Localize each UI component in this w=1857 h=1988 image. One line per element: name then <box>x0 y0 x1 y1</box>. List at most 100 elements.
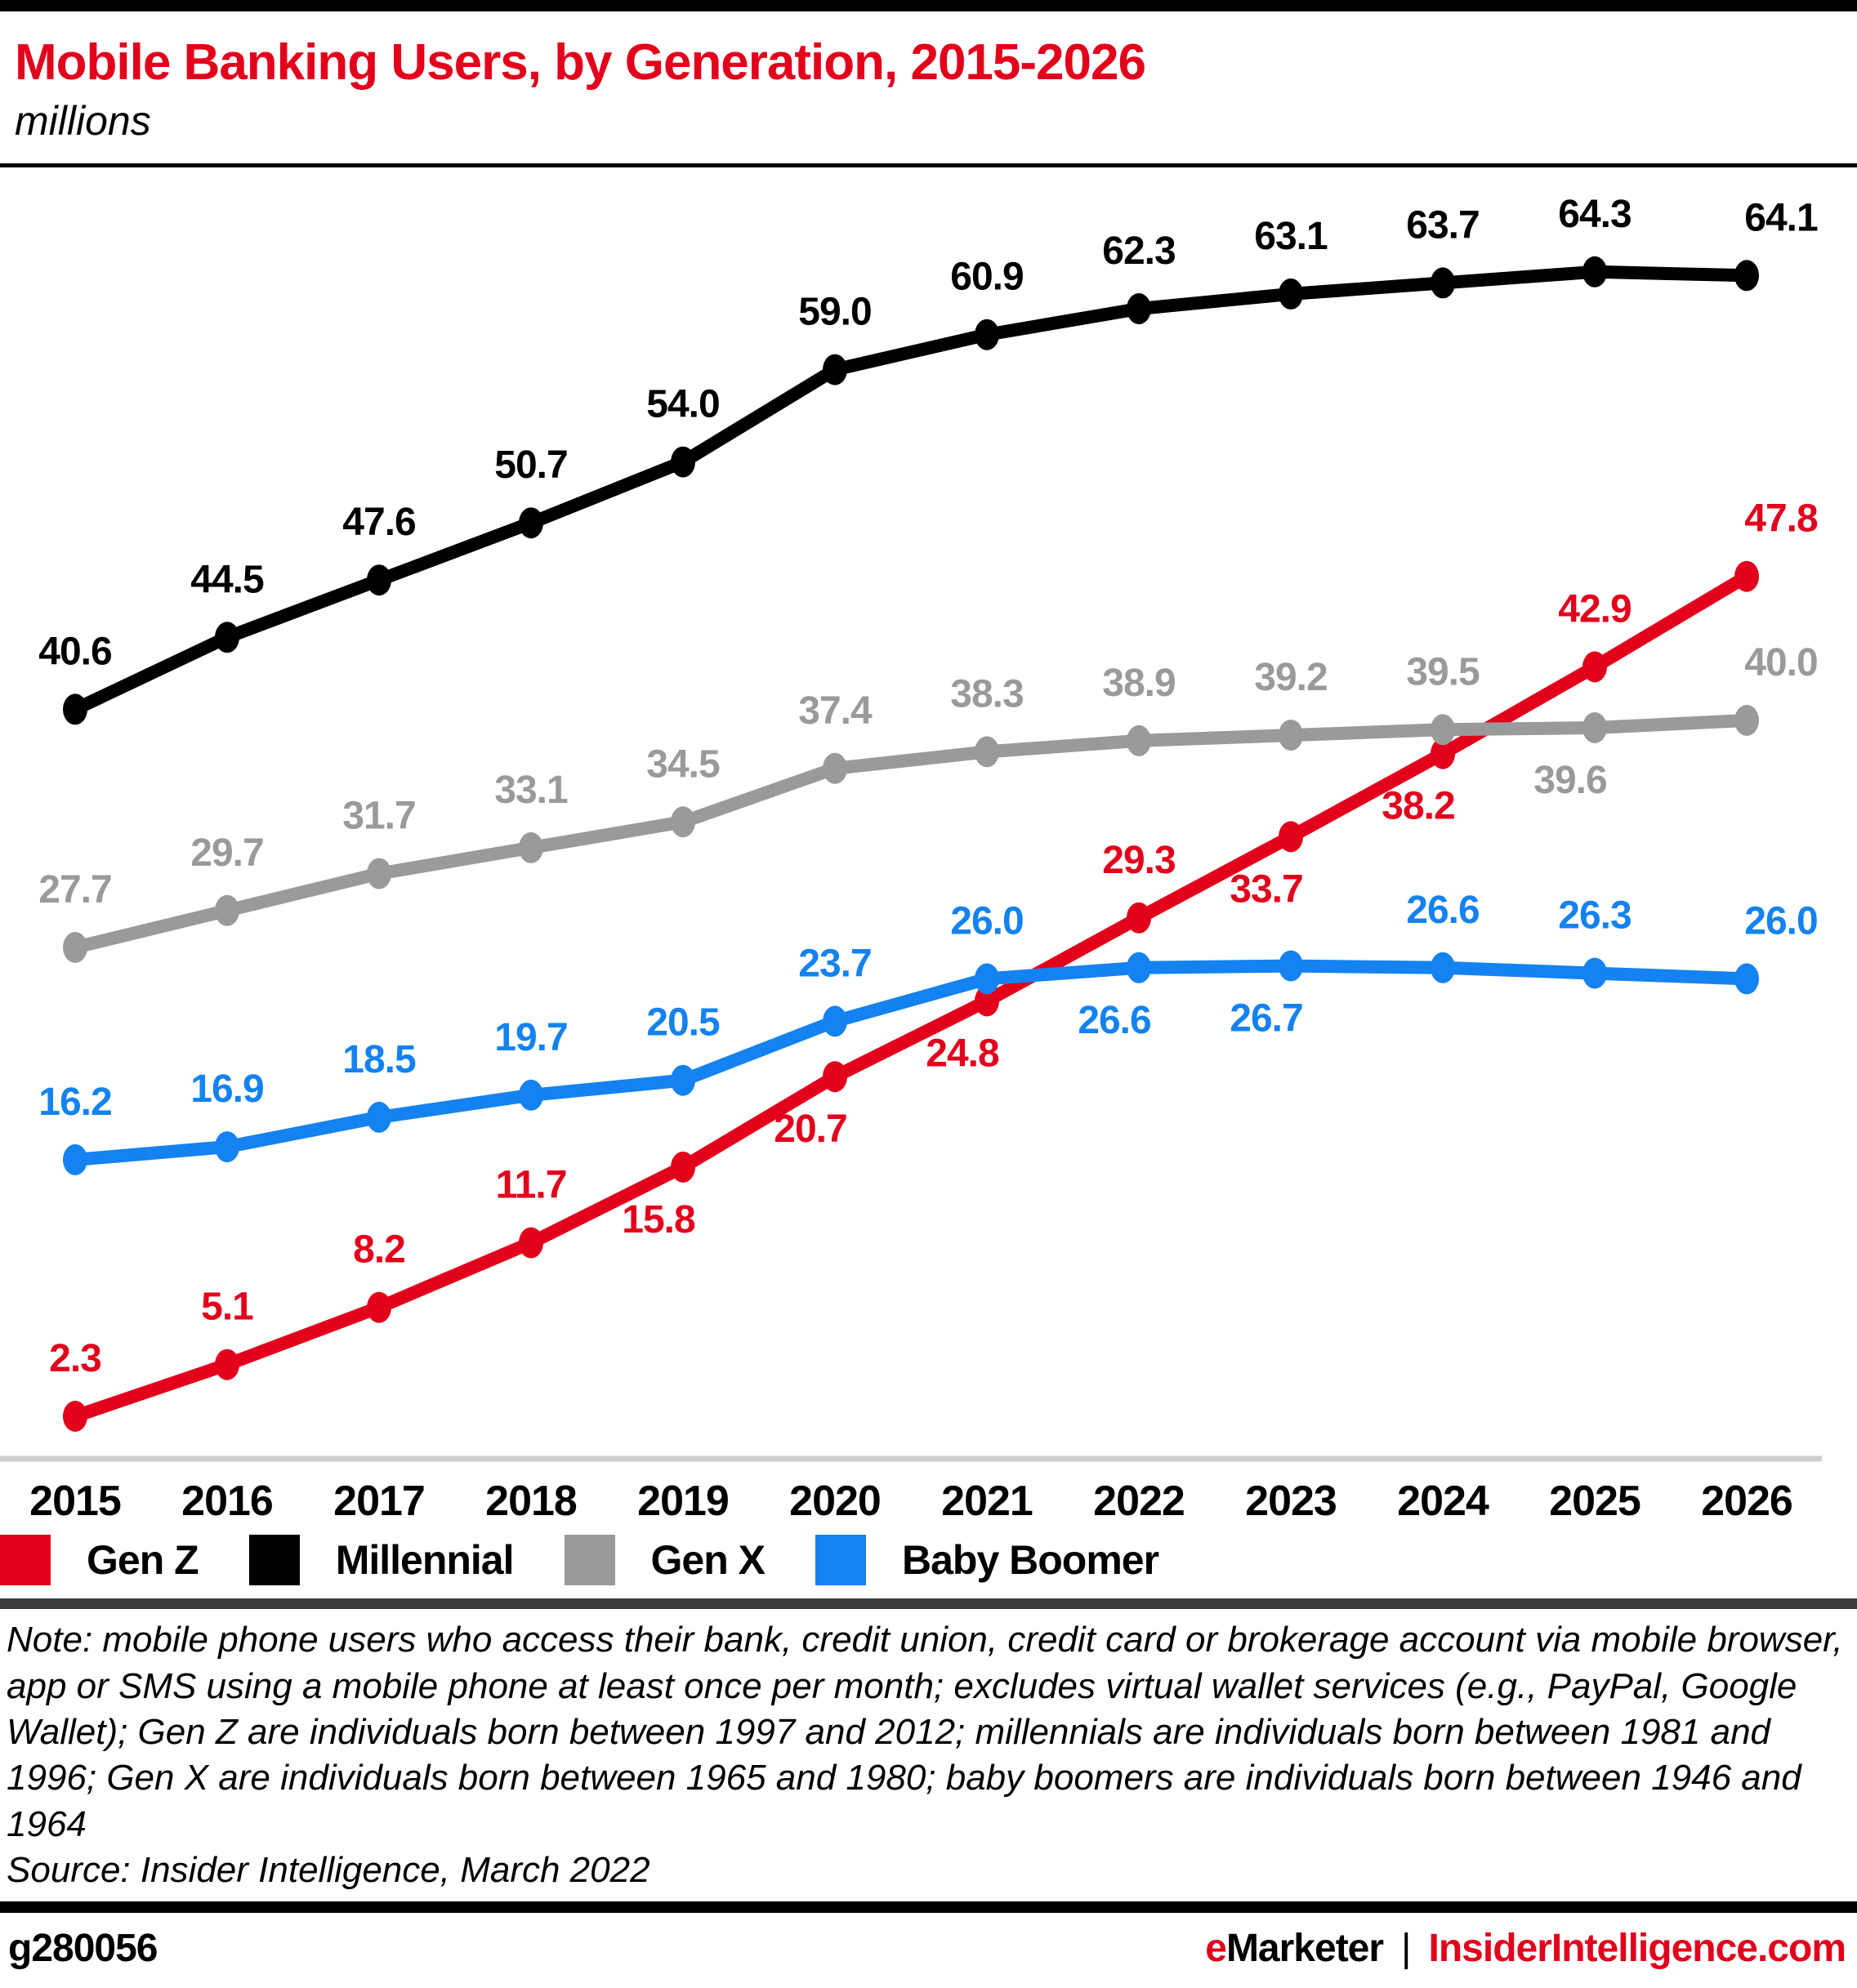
x-axis-label: 2026 <box>1701 1478 1792 1525</box>
data-point <box>823 753 847 785</box>
data-point <box>367 858 391 890</box>
data-label: 15.8 <box>622 1198 695 1241</box>
data-label: 60.9 <box>950 256 1023 299</box>
data-point <box>823 1061 847 1093</box>
data-label: 26.0 <box>1744 900 1817 943</box>
data-point <box>671 1065 695 1097</box>
data-label: 23.7 <box>798 943 871 986</box>
data-label: 16.9 <box>190 1068 263 1112</box>
data-point <box>519 1080 543 1112</box>
data-point <box>367 1102 391 1134</box>
data-label: 18.5 <box>342 1038 416 1081</box>
data-label: 40.6 <box>38 631 111 674</box>
x-axis-label: 2019 <box>637 1478 729 1525</box>
data-point <box>1734 260 1759 292</box>
data-point <box>367 1292 391 1324</box>
data-label: 26.6 <box>1078 999 1150 1042</box>
data-label: 63.7 <box>1406 204 1479 247</box>
legend-label: Millennial <box>335 1537 515 1584</box>
data-point <box>1279 821 1303 853</box>
top-bar <box>0 0 1857 11</box>
legend-item: Gen X <box>564 1535 766 1586</box>
data-point <box>823 354 847 386</box>
data-point <box>1582 256 1607 288</box>
data-label: 38.2 <box>1382 785 1454 828</box>
data-point <box>1279 279 1303 310</box>
data-label: 26.3 <box>1558 894 1631 938</box>
data-label: 31.7 <box>342 795 415 838</box>
data-label: 38.3 <box>950 673 1023 716</box>
data-label: 29.3 <box>1102 839 1175 882</box>
legend-item: Baby Boomer <box>815 1535 1159 1586</box>
data-point <box>519 1228 543 1259</box>
legend-item: Millennial <box>248 1535 515 1586</box>
page-title: Mobile Banking Users, by Generation, 201… <box>15 34 1146 91</box>
data-point <box>1279 951 1303 983</box>
data-point <box>63 1401 87 1433</box>
data-label: 44.5 <box>190 559 264 602</box>
data-label: 47.6 <box>342 501 415 545</box>
data-label: 34.5 <box>646 743 720 787</box>
data-label: 26.0 <box>950 900 1023 943</box>
data-label: 39.5 <box>1406 651 1480 694</box>
data-label: 26.7 <box>1230 997 1302 1041</box>
legend-label: Gen X <box>650 1537 766 1584</box>
data-label: 39.6 <box>1533 759 1606 802</box>
page-subtitle: millions <box>15 98 151 145</box>
brand-logos: eMarketer | InsiderIntelligence.com <box>1205 1926 1846 1971</box>
data-point <box>1431 738 1455 770</box>
insider-intelligence-logo: InsiderIntelligence.com <box>1428 1927 1846 1971</box>
data-label: 26.6 <box>1406 889 1479 932</box>
data-label: 64.1 <box>1744 197 1818 240</box>
footer: g280056 eMarketer | InsiderIntelligence.… <box>0 1913 1857 1971</box>
data-label: 11.7 <box>496 1164 567 1207</box>
data-point <box>1431 267 1455 299</box>
data-label: 40.0 <box>1744 641 1817 684</box>
data-label: 27.7 <box>38 868 111 912</box>
data-label: 63.1 <box>1254 215 1328 258</box>
source-text: Source: Insider Intelligence, March 2022 <box>7 1850 650 1890</box>
data-point <box>1431 714 1455 746</box>
data-label: 33.7 <box>1230 868 1302 912</box>
legend-label: Gen Z <box>87 1537 199 1584</box>
x-axis-label: 2023 <box>1245 1478 1337 1525</box>
data-point <box>975 319 999 351</box>
chart-id: g280056 <box>8 1927 158 1971</box>
legend-swatch <box>815 1535 866 1586</box>
x-axis-label: 2024 <box>1397 1478 1489 1525</box>
data-label: 33.1 <box>494 769 568 812</box>
x-axis-label: 2018 <box>485 1478 577 1525</box>
chart-header: Mobile Banking Users, by Generation, 201… <box>0 11 1857 163</box>
data-point <box>1127 725 1151 757</box>
x-axis-label: 2022 <box>1093 1478 1185 1525</box>
series-line <box>73 571 1751 1424</box>
x-axis-label: 2016 <box>181 1478 273 1525</box>
series-line <box>74 714 1748 955</box>
data-point <box>215 895 239 927</box>
data-point <box>823 1005 847 1037</box>
legend: Gen Z Millennial Gen X Baby Boomer <box>0 1530 1857 1594</box>
data-label: 64.3 <box>1558 193 1631 236</box>
data-point <box>671 447 695 479</box>
data-label: 38.9 <box>1102 662 1175 705</box>
x-axis-label: 2021 <box>941 1478 1033 1525</box>
data-label: 59.0 <box>798 291 871 334</box>
note-text: Note: mobile phone users who access thei… <box>7 1620 1843 1844</box>
data-label: 16.2 <box>38 1081 111 1124</box>
data-point <box>1582 958 1607 990</box>
data-point <box>367 564 391 596</box>
data-point <box>215 1349 239 1381</box>
data-label: 39.2 <box>1254 657 1327 700</box>
legend-item: Gen Z <box>0 1535 199 1586</box>
data-label: 50.7 <box>494 444 567 488</box>
data-point <box>1582 712 1607 744</box>
x-axis-label: 2025 <box>1549 1478 1640 1525</box>
legend-divider <box>0 1598 1857 1610</box>
data-point <box>63 693 87 725</box>
data-label: 20.5 <box>646 1001 720 1045</box>
data-label: 37.4 <box>798 689 873 733</box>
data-point <box>1127 952 1151 984</box>
data-point <box>1734 963 1759 995</box>
series-line <box>72 265 1748 716</box>
data-point <box>215 622 239 653</box>
